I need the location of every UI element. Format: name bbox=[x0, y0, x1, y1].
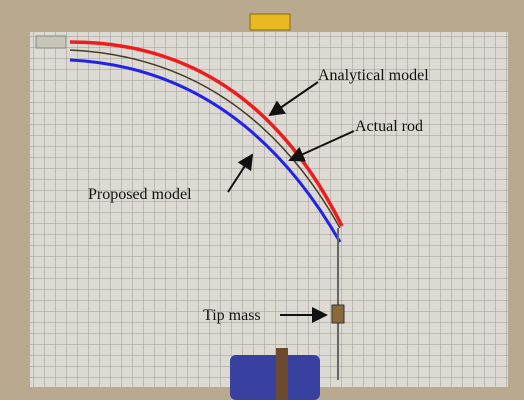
caption-strip bbox=[0, 400, 524, 418]
label: Analytical model bbox=[318, 67, 429, 84]
vise-post bbox=[276, 348, 288, 400]
label: Tip mass bbox=[203, 307, 261, 324]
grid-lines bbox=[30, 32, 508, 387]
photo: Analytical model Actual rod Proposed mod… bbox=[0, 0, 524, 418]
label: Actual rod bbox=[355, 118, 423, 135]
tip-mass bbox=[332, 305, 344, 323]
label: Proposed model bbox=[88, 186, 192, 203]
vise bbox=[230, 355, 320, 400]
level bbox=[250, 14, 290, 30]
clamp bbox=[36, 36, 66, 48]
